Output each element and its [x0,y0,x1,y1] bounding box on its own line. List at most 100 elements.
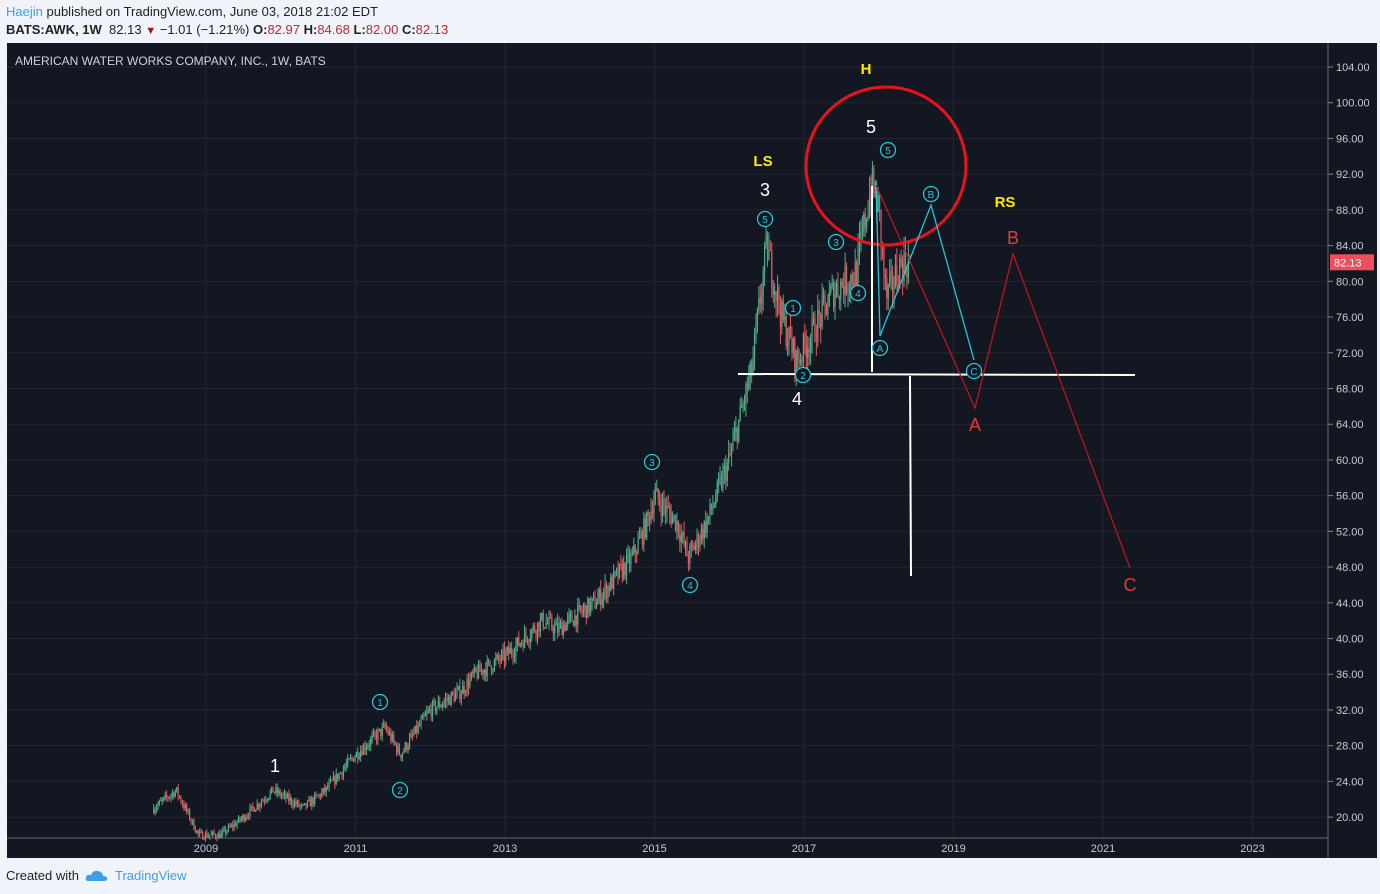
correction-label: C [1124,575,1137,595]
candle-body [812,317,815,320]
candle-body [247,816,250,818]
candle-body [401,753,403,758]
candle-body [753,333,756,358]
candle-body [442,704,444,707]
publish-text: published on TradingView.com, June 03, 2… [46,4,378,19]
wave-label: 4 [855,289,861,300]
candle-body [598,589,600,598]
candle-body [728,453,730,463]
candle-body [582,609,585,613]
x-tick-label: 2011 [344,843,368,855]
candle-body [282,794,284,796]
y-tick-label: 84.00 [1336,241,1364,253]
candle-body [456,689,458,693]
candle-body [835,283,838,294]
candle-body [715,499,717,505]
candle-body [815,340,817,342]
chart-title: AMERICAN WATER WORKS COMPANY, INC., 1W, … [15,54,326,68]
candle-body [371,735,373,739]
candle-body [268,797,270,800]
candle-body [230,824,232,827]
candle-body [900,258,902,263]
candle-body [331,780,333,782]
primary-wave-label: 1 [270,756,280,776]
candle-body [502,649,504,653]
candle-body [536,622,539,636]
candle-body [450,692,452,705]
candle-body [400,754,402,758]
tradingview-link[interactable]: TradingView [114,868,187,883]
candle-body [699,541,701,547]
candle-body [702,528,704,539]
candle-body [321,791,323,797]
candle-body [153,808,155,813]
wave-label-circled: 5 [756,210,774,228]
candle-body [447,696,449,701]
candle-body [762,271,764,295]
candle-body [181,802,184,805]
y-tick-label: 76.00 [1336,312,1364,324]
candle-body [429,708,431,711]
candle-body [472,672,474,674]
candle-body [617,568,619,578]
candle-body [503,649,506,662]
candle-body [219,833,221,839]
y-tick-label: 68.00 [1336,383,1364,395]
candle-body [462,685,464,695]
candle-body [716,481,718,500]
candle-body [499,659,501,661]
candle-body [362,745,365,755]
candle-body [870,194,872,199]
candle-body [174,790,176,797]
high-label: H: [303,22,318,37]
price-chart-svg[interactable]: 104.00 100.00 96.00 92.00 88.00 84.00 80.00 76.… [7,43,1377,858]
candle-body [871,167,874,199]
candle-body [805,344,807,358]
author-link[interactable]: Haejin [6,4,43,19]
candle-body [795,350,797,372]
candle-body [746,384,748,390]
primary-wave-label: 4 [792,389,802,409]
candle-body [361,751,363,755]
candle-body [178,795,181,798]
candle-body [358,756,360,759]
candle-body [571,613,573,622]
price-change: −1.01 (−1.21%) [159,22,250,37]
candle-body [325,786,327,792]
candle-body [437,701,439,707]
candle-body [771,250,773,288]
candle-body [473,667,475,674]
down-arrow-icon: ▼ [145,25,157,37]
candle-body [590,602,592,613]
candle-body [680,535,682,542]
candle-body [318,794,320,796]
primary-wave-label: 5 [866,117,876,137]
wave-label: 2 [397,786,403,797]
chart[interactable]: 104.00 100.00 96.00 92.00 88.00 84.00 80.00 76.… [7,43,1377,858]
candle-body [749,361,751,378]
candle-body [778,287,780,309]
candle-body [844,266,846,295]
candle-body [628,554,631,565]
candle-body [235,823,237,826]
candle-body [171,792,173,796]
candle-body [719,477,721,480]
candle-body [490,665,493,672]
candle-body [222,830,224,834]
candle-body [738,419,740,442]
candle-body [316,795,319,797]
candle-body [867,214,869,219]
candle-body [305,803,307,807]
candle-body [352,758,355,762]
candle-body [660,505,662,516]
candle-body [656,488,658,492]
candle-body [779,308,782,328]
candle-body [850,274,852,289]
candle-body [286,794,288,799]
x-tick-label: 2013 [493,843,517,855]
candle-body [710,503,713,510]
candle-body [365,747,368,751]
wave-label: 1 [377,698,383,709]
candle-body [498,654,500,660]
candle-body [207,835,209,838]
